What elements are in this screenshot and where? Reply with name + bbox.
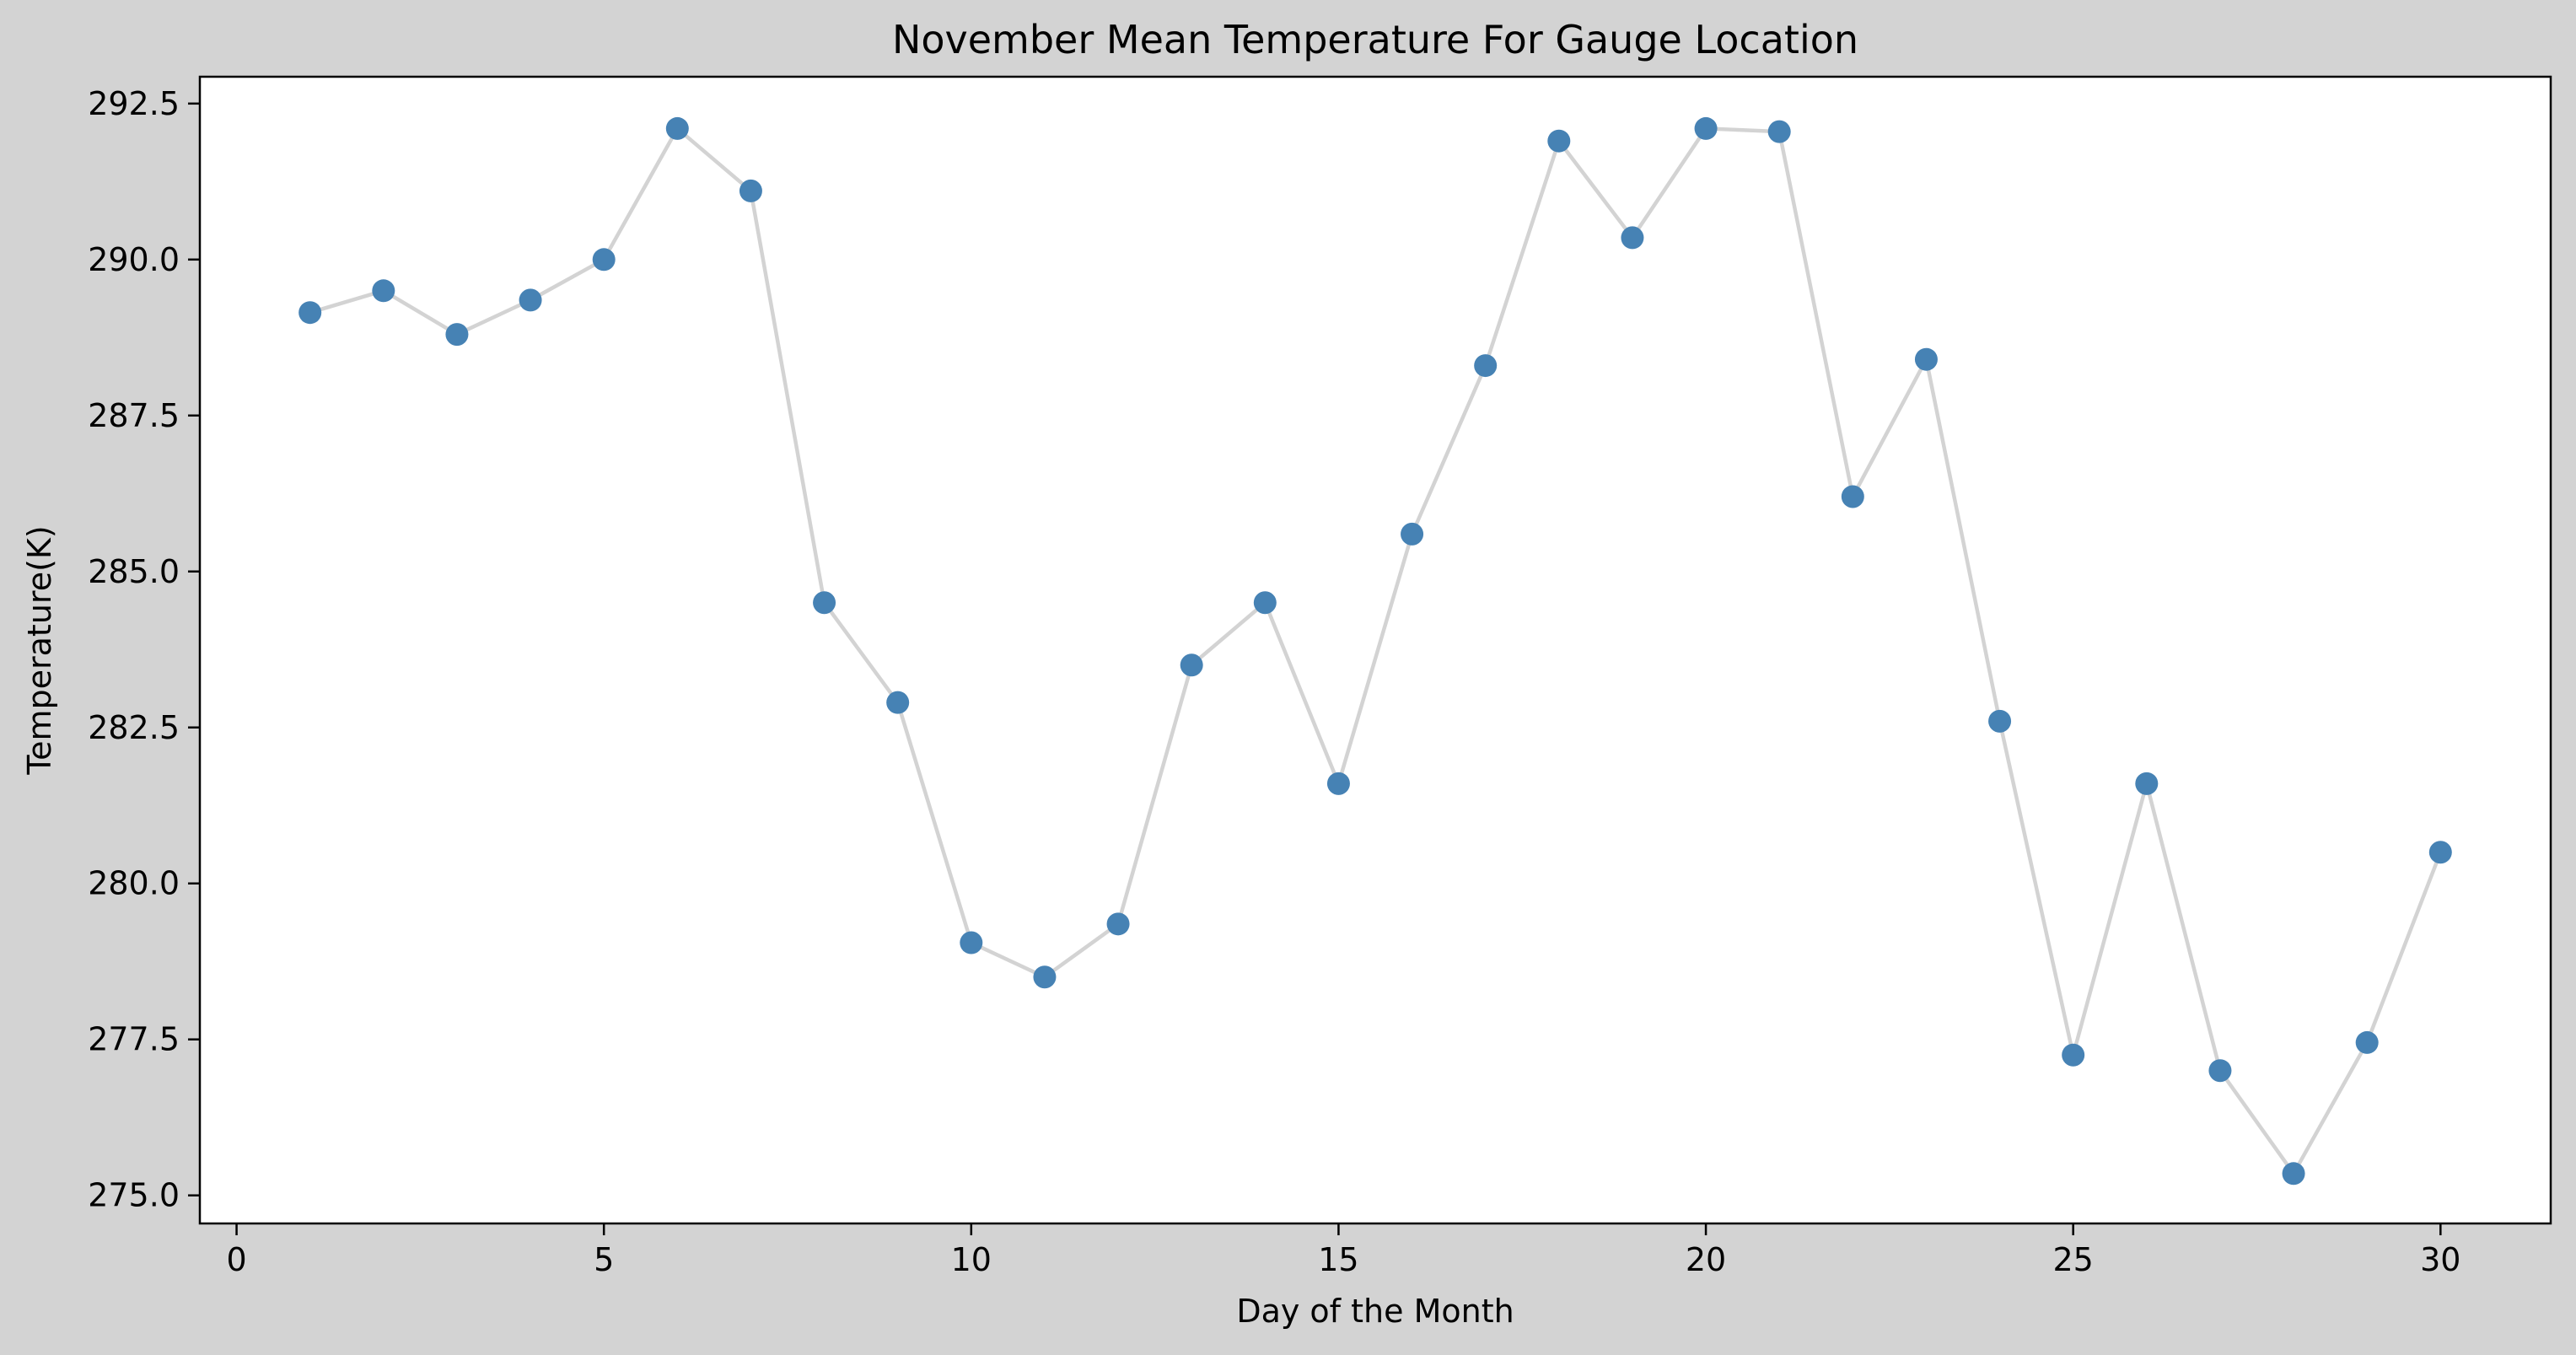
data-point	[1033, 965, 1057, 989]
data-point	[298, 301, 322, 325]
chart-title: November Mean Temperature For Gauge Loca…	[892, 17, 1858, 62]
data-point	[739, 179, 762, 202]
data-point	[960, 931, 983, 954]
data-point	[1621, 226, 1644, 250]
x-axis-label: Day of the Month	[1236, 1293, 1514, 1330]
y-tick-label: 292.5	[88, 85, 180, 122]
data-point	[1767, 120, 1791, 143]
data-point	[1694, 116, 1718, 140]
data-point	[372, 279, 395, 303]
y-axis: 275.0 277.5 280.0 282.5 285.0 287.5 290.0 292.5	[88, 85, 200, 1214]
plot-area	[200, 77, 2551, 1223]
x-tick-label: 15	[1318, 1241, 1358, 1278]
y-tick-label: 287.5	[88, 397, 180, 434]
data-point	[1253, 591, 1277, 615]
data-point	[1547, 129, 1571, 153]
data-point	[519, 288, 542, 312]
data-point	[1326, 772, 1350, 795]
x-axis: 0 5 10 15 20 25 30	[226, 1223, 2460, 1278]
x-tick-label: 30	[2420, 1241, 2460, 1278]
data-point	[665, 116, 689, 140]
data-point	[1988, 709, 2012, 733]
data-point	[1180, 653, 1203, 677]
data-point	[886, 691, 910, 714]
data-point	[1106, 912, 1130, 936]
series-line	[309, 126, 2443, 1176]
data-point	[2135, 772, 2159, 795]
data-point	[2355, 1030, 2379, 1054]
data-point	[1474, 354, 1498, 378]
y-tick-label: 290.0	[88, 241, 180, 278]
x-tick-label: 10	[951, 1241, 992, 1278]
x-tick-label: 5	[594, 1241, 614, 1278]
y-tick-label: 280.0	[88, 865, 180, 902]
x-tick-label: 20	[1686, 1241, 1726, 1278]
data-point	[2282, 1162, 2305, 1186]
x-tick-label: 25	[2053, 1241, 2094, 1278]
y-tick-label: 282.5	[88, 709, 180, 746]
y-axis-label: Temperature(K)	[21, 525, 58, 775]
data-point	[813, 591, 836, 615]
data-point	[2062, 1043, 2085, 1067]
plot-frame	[198, 75, 2552, 1225]
y-tick-label: 275.0	[88, 1177, 180, 1214]
data-point	[1841, 485, 1864, 508]
y-tick-label: 285.0	[88, 553, 180, 590]
data-point	[592, 248, 616, 272]
series-layer	[298, 116, 2452, 1186]
data-point	[1914, 347, 1938, 371]
data-point	[445, 323, 469, 347]
x-tick-label: 0	[226, 1241, 246, 1278]
data-point	[2428, 841, 2452, 864]
data-point	[1401, 522, 1424, 546]
y-tick-label: 277.5	[88, 1021, 180, 1058]
data-point	[2208, 1059, 2232, 1083]
